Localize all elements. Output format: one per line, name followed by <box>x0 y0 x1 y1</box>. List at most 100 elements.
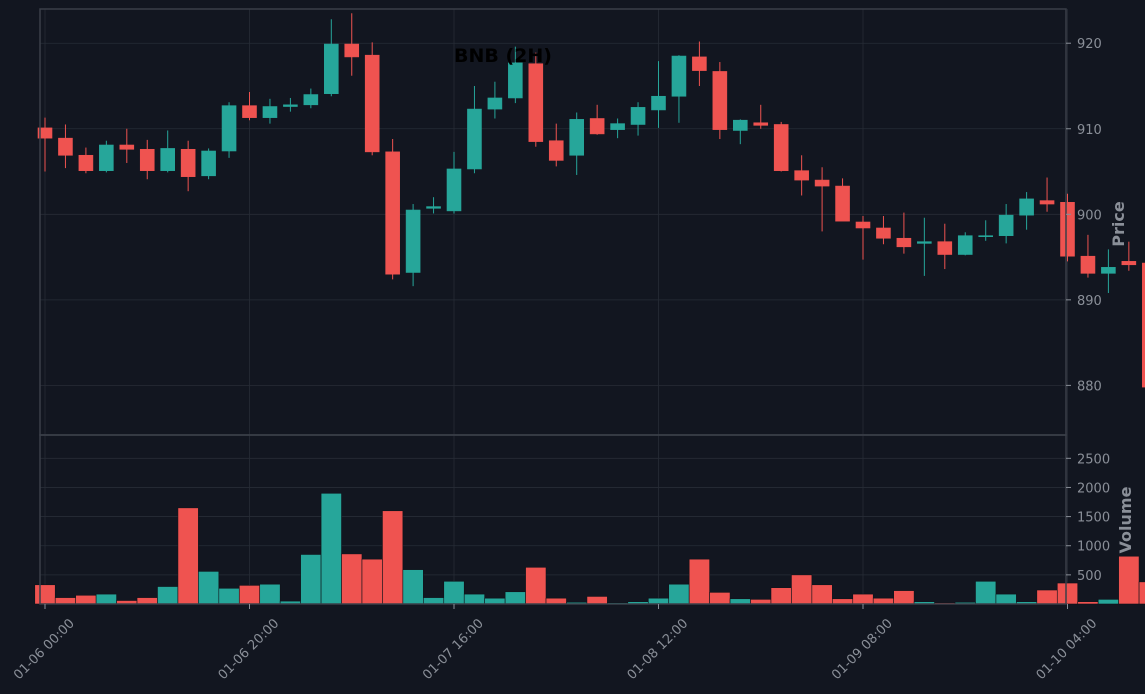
candle-body <box>651 95 666 111</box>
price-tick-label: 900 <box>1077 208 1102 223</box>
candle-body <box>1039 200 1055 205</box>
price-tick-label: 920 <box>1077 37 1102 52</box>
volume-bar <box>136 597 158 605</box>
candle-body <box>794 170 809 181</box>
candle-body <box>1080 255 1096 274</box>
volume-bar <box>402 569 424 605</box>
time-tick-label: 01-10 04:00 <box>1034 616 1101 683</box>
volume-bar <box>852 593 874 605</box>
candles <box>37 13 1145 388</box>
candle-body <box>998 214 1014 236</box>
volume-bars <box>34 492 1145 605</box>
candle-body <box>385 151 400 275</box>
candle-body <box>364 54 380 153</box>
time-tick-label: 01-09 08:00 <box>829 616 896 683</box>
volume-bar <box>54 597 76 605</box>
volume-bar <box>1056 582 1079 605</box>
volume-bar <box>443 580 465 605</box>
candle-body <box>160 148 175 171</box>
candle-body <box>1019 198 1034 216</box>
candle-body <box>569 119 585 156</box>
price-axis-label: Price <box>1109 201 1128 247</box>
volume-axis: 500 1000 1500 2000 2500 <box>1066 452 1110 584</box>
candle-body <box>773 124 789 171</box>
volume-bar <box>300 554 322 605</box>
volume-bar <box>586 596 608 605</box>
candle-body <box>630 107 646 125</box>
candle-body <box>283 104 298 107</box>
candle-body <box>242 105 257 118</box>
candle-body <box>405 209 421 273</box>
volume-bar <box>177 507 199 605</box>
volume-tick-label: 2000 <box>1077 481 1110 496</box>
volume-bar <box>463 593 485 605</box>
candle-body <box>344 43 360 58</box>
volume-bar <box>668 583 690 605</box>
candle-body <box>323 43 339 94</box>
candle-body <box>508 62 523 99</box>
volume-bar <box>1118 555 1140 605</box>
volume-tick-label: 2500 <box>1077 452 1110 467</box>
volume-bar <box>545 597 567 605</box>
candle-body <box>262 106 278 118</box>
candle-body <box>58 137 73 156</box>
volume-bar <box>791 574 813 605</box>
candle-body <box>671 55 687 97</box>
time-axis: 01-06 00:00 01-06 20:00 01-07 16:00 01-08 1… <box>11 604 1100 683</box>
volume-bar <box>75 594 97 605</box>
volume-axis-label: Volume <box>1116 486 1135 553</box>
candle-body <box>835 185 850 222</box>
time-tick-label: 01-06 00:00 <box>11 616 78 683</box>
volume-tick-label: 1500 <box>1077 511 1110 526</box>
candle-body <box>139 148 155 171</box>
candle-body <box>978 235 994 237</box>
candle-body <box>957 235 973 255</box>
candle-body <box>896 237 912 248</box>
volume-bar <box>688 558 710 605</box>
candle-body <box>426 206 441 209</box>
candle-body <box>732 119 748 131</box>
candle-body <box>814 179 830 187</box>
volume-bar <box>259 583 281 605</box>
candle-body <box>119 144 135 150</box>
volume-bar <box>95 593 117 605</box>
price-gridlines <box>40 9 1068 435</box>
time-tick-label: 01-07 16:00 <box>420 616 487 683</box>
candle-body <box>937 241 953 255</box>
volume-bar <box>893 590 915 605</box>
candle-body <box>1121 261 1137 266</box>
candle-body <box>446 168 462 212</box>
price-panel-frame <box>39 8 1067 436</box>
volume-bar <box>157 586 179 605</box>
candle-body <box>712 71 728 130</box>
candle-body <box>1101 267 1116 274</box>
volume-bar <box>361 558 383 605</box>
volume-bar <box>34 584 56 605</box>
candle-body <box>855 221 871 229</box>
volume-bar <box>218 587 240 605</box>
volume-tick-label: 1000 <box>1077 540 1110 555</box>
candle-body <box>467 108 482 170</box>
candle-body <box>610 123 625 130</box>
candle-body <box>303 94 319 106</box>
price-tick-label: 890 <box>1077 294 1102 309</box>
candle-body <box>221 105 237 152</box>
candle-body <box>201 150 216 177</box>
candle-body <box>876 227 891 239</box>
volume-bar <box>1036 589 1058 605</box>
volume-bar <box>975 580 997 605</box>
volume-bar <box>1077 601 1099 605</box>
candle-body <box>548 140 564 161</box>
candle-body <box>37 127 53 139</box>
volume-bar <box>320 492 342 605</box>
volume-bar <box>872 597 894 605</box>
volume-bar <box>198 571 220 605</box>
volume-bar <box>709 592 731 605</box>
volume-tick-label: 500 <box>1077 569 1102 584</box>
price-tick-label: 880 <box>1077 379 1102 394</box>
volume-bar <box>647 597 670 605</box>
time-tick-label: 01-08 12:00 <box>625 616 692 683</box>
volume-bar <box>238 585 261 605</box>
volume-bar <box>811 584 833 605</box>
